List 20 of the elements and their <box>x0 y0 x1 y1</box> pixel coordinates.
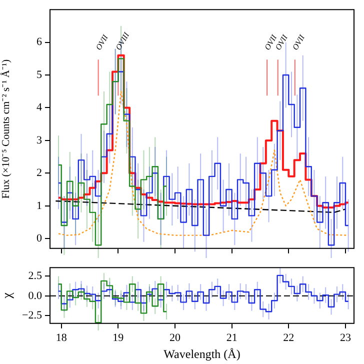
x-tick-label: 20 <box>170 332 182 344</box>
y-tick-label: 1 <box>36 200 42 212</box>
y-axis-title: Flux (×10⁻⁵ Counts cm⁻² s⁻¹ Å⁻¹) <box>0 58 12 199</box>
x-tick-label: 19 <box>112 332 124 344</box>
x-tick-label: 18 <box>56 332 68 344</box>
x-tick-label: 21 <box>226 332 238 344</box>
x-axis-title: Wavelength (Å) <box>164 346 240 361</box>
y-tick-label: 0.0 <box>28 290 42 302</box>
y-tick-label: 5 <box>36 68 42 81</box>
y-tick-label: 2.5 <box>28 270 42 282</box>
x-tick-label: 23 <box>340 332 352 344</box>
y-tick-label: 3 <box>36 134 42 146</box>
line-series <box>58 90 349 236</box>
y-tick-label: 6 <box>36 36 42 48</box>
y-tick-label: 4 <box>36 102 42 114</box>
y-axis-title: χ <box>0 292 14 300</box>
y-tick-label: −2.5 <box>22 309 42 322</box>
x-tick-label: 22 <box>283 332 294 344</box>
y-tick-label: 2 <box>36 167 42 180</box>
y-tick-label: 0 <box>36 232 42 244</box>
